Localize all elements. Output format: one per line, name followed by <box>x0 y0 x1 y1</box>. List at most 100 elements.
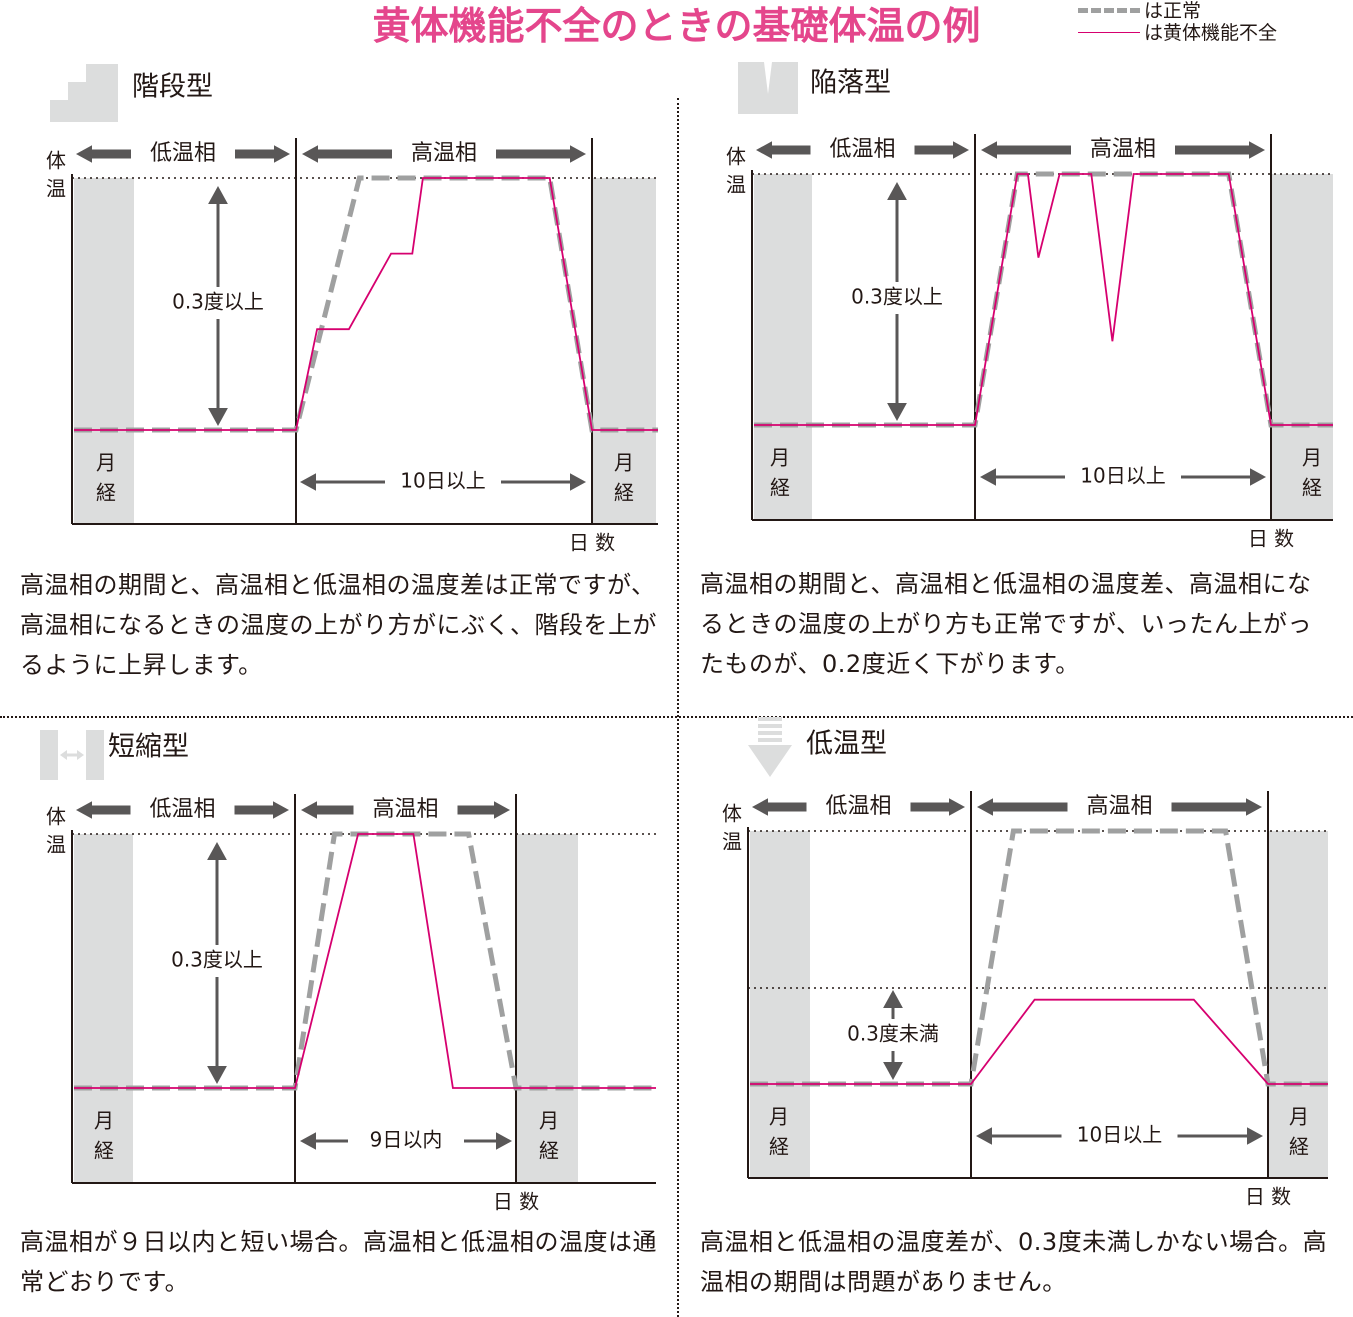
legend-item-normal: は正常 <box>1078 0 1348 22</box>
y-axis-label-1: 体 <box>46 805 66 829</box>
menses-label-top: 月 <box>94 1109 114 1133</box>
series-luteal-line <box>754 173 1333 426</box>
high-phase-label: 高温相 <box>411 141 477 166</box>
pattern-title: 短縮型 <box>108 732 189 763</box>
menses-band <box>750 831 810 1178</box>
pattern-description: 高温相の期間と、高温相と低温相の温度差、高温相になるときの温度の上がり方も正常で… <box>700 570 1313 678</box>
legend: は正常 は黄体機能不全 <box>1078 0 1348 46</box>
diff-annotation: 0.3度以上 <box>171 948 263 972</box>
menses-label-bottom: 経 <box>94 1139 114 1163</box>
low-phase-bar-left <box>768 145 811 155</box>
menses-band <box>592 178 656 524</box>
x-axis-label: 日 数 <box>1248 527 1294 551</box>
period-arrow-head-right <box>570 473 586 491</box>
menses-label-bottom: 経 <box>1289 1135 1309 1159</box>
menses-label-bottom: 経 <box>96 481 116 505</box>
diff-arrow-head-down <box>207 1066 227 1084</box>
stairs-icon <box>50 64 118 122</box>
diff-arrow-head-down <box>887 403 907 421</box>
menses-label-bottom: 経 <box>614 481 634 505</box>
y-axis-label-2: 温 <box>46 177 66 201</box>
diff-arrow-head-up <box>208 186 228 204</box>
y-axis-label-1: 体 <box>46 149 66 173</box>
low-phase-head-left <box>76 145 92 163</box>
diff-arrow-head-down <box>208 408 228 426</box>
page-title: 黄体機能不全のときの基礎体温の例 <box>372 4 981 48</box>
menses-band <box>754 174 812 520</box>
menses-label-top: 月 <box>1289 1105 1309 1129</box>
low-phase-bar-left <box>88 805 131 815</box>
diff-annotation: 0.3度未満 <box>847 1022 939 1046</box>
low-phase-label: 低温相 <box>825 794 891 819</box>
pattern-description: 高温相が９日以内と短い場合。高温相と低温相の温度は通常どおりです。 <box>20 1228 657 1296</box>
menses-label-bottom: 経 <box>1302 476 1322 500</box>
pattern-title: 陥落型 <box>810 68 891 99</box>
low-phase-bar-right <box>910 802 953 812</box>
high-phase-head-left <box>301 801 317 819</box>
low-phase-head-right <box>949 798 965 816</box>
low-phase-head-left <box>76 801 92 819</box>
period-arrow-head-left <box>980 468 996 486</box>
high-phase-label: 高温相 <box>1086 794 1152 819</box>
x-axis-label: 日 数 <box>569 531 615 555</box>
diff-annotation: 0.3度以上 <box>172 290 264 314</box>
x-axis-label: 日 数 <box>1245 1185 1291 1209</box>
high-phase-label: 高温相 <box>1090 137 1156 162</box>
horizontal-divider <box>0 716 1353 718</box>
menses-band <box>1268 831 1328 1178</box>
period-annotation: 10日以上 <box>1077 1123 1162 1147</box>
menses-label-top: 月 <box>539 1109 559 1133</box>
legend-swatch-normal <box>1078 8 1140 13</box>
low-phase-label: 低温相 <box>150 141 216 166</box>
high-phase-bar-left <box>989 802 1068 812</box>
low-phase-head-left <box>756 141 772 159</box>
period-arrow-head-left <box>976 1127 992 1145</box>
period-arrow-head-left <box>300 473 316 491</box>
high-phase-head-left <box>977 798 993 816</box>
menses-label-bottom: 経 <box>770 476 790 500</box>
shorten-icon <box>40 730 104 780</box>
high-phase-label: 高温相 <box>372 797 438 822</box>
diff-arrow-head-up <box>207 842 227 860</box>
high-phase-head-right <box>1246 798 1262 816</box>
menses-band <box>74 834 133 1183</box>
period-annotation: 9日以内 <box>370 1128 443 1152</box>
y-axis-label-1: 体 <box>722 802 742 826</box>
menses-label-bottom: 経 <box>769 1135 789 1159</box>
down-arrow-icon <box>748 717 792 777</box>
legend-swatch-luteal <box>1078 32 1140 33</box>
period-arrow-head-left <box>300 1132 316 1150</box>
diff-arrow-head-up <box>887 182 907 200</box>
legend-label-luteal: は黄体機能不全 <box>1144 22 1278 44</box>
menses-label-top: 月 <box>770 446 790 470</box>
period-arrow-head-right <box>1250 468 1266 486</box>
high-phase-bar-left <box>993 145 1071 155</box>
high-phase-bar-left <box>314 149 392 159</box>
low-phase-bar-left <box>88 149 131 159</box>
y-axis-label-2: 温 <box>46 833 66 857</box>
high-phase-bar-right <box>496 149 574 159</box>
low-phase-bar-right <box>235 149 278 159</box>
period-annotation: 10日以上 <box>1080 464 1165 488</box>
high-phase-bar-right <box>1175 145 1253 155</box>
high-phase-head-left <box>302 145 318 163</box>
high-phase-bar-right <box>457 805 498 815</box>
y-axis-label-2: 温 <box>726 173 746 197</box>
dip-icon <box>738 62 798 114</box>
y-axis-label-1: 体 <box>726 145 746 169</box>
period-annotation: 10日以上 <box>400 469 485 493</box>
low-phase-head-right <box>274 145 290 163</box>
low-phase-head-right <box>953 141 969 159</box>
series-luteal-line <box>74 833 656 1089</box>
pattern-title: 階段型 <box>132 72 213 103</box>
period-arrow-head-right <box>1247 1127 1263 1145</box>
high-phase-head-left <box>981 141 997 159</box>
low-phase-label: 低温相 <box>829 137 895 162</box>
menses-band <box>74 178 134 524</box>
period-arrow-head-right <box>496 1132 512 1150</box>
menses-label-top: 月 <box>614 451 634 475</box>
menses-label-top: 月 <box>96 451 116 475</box>
